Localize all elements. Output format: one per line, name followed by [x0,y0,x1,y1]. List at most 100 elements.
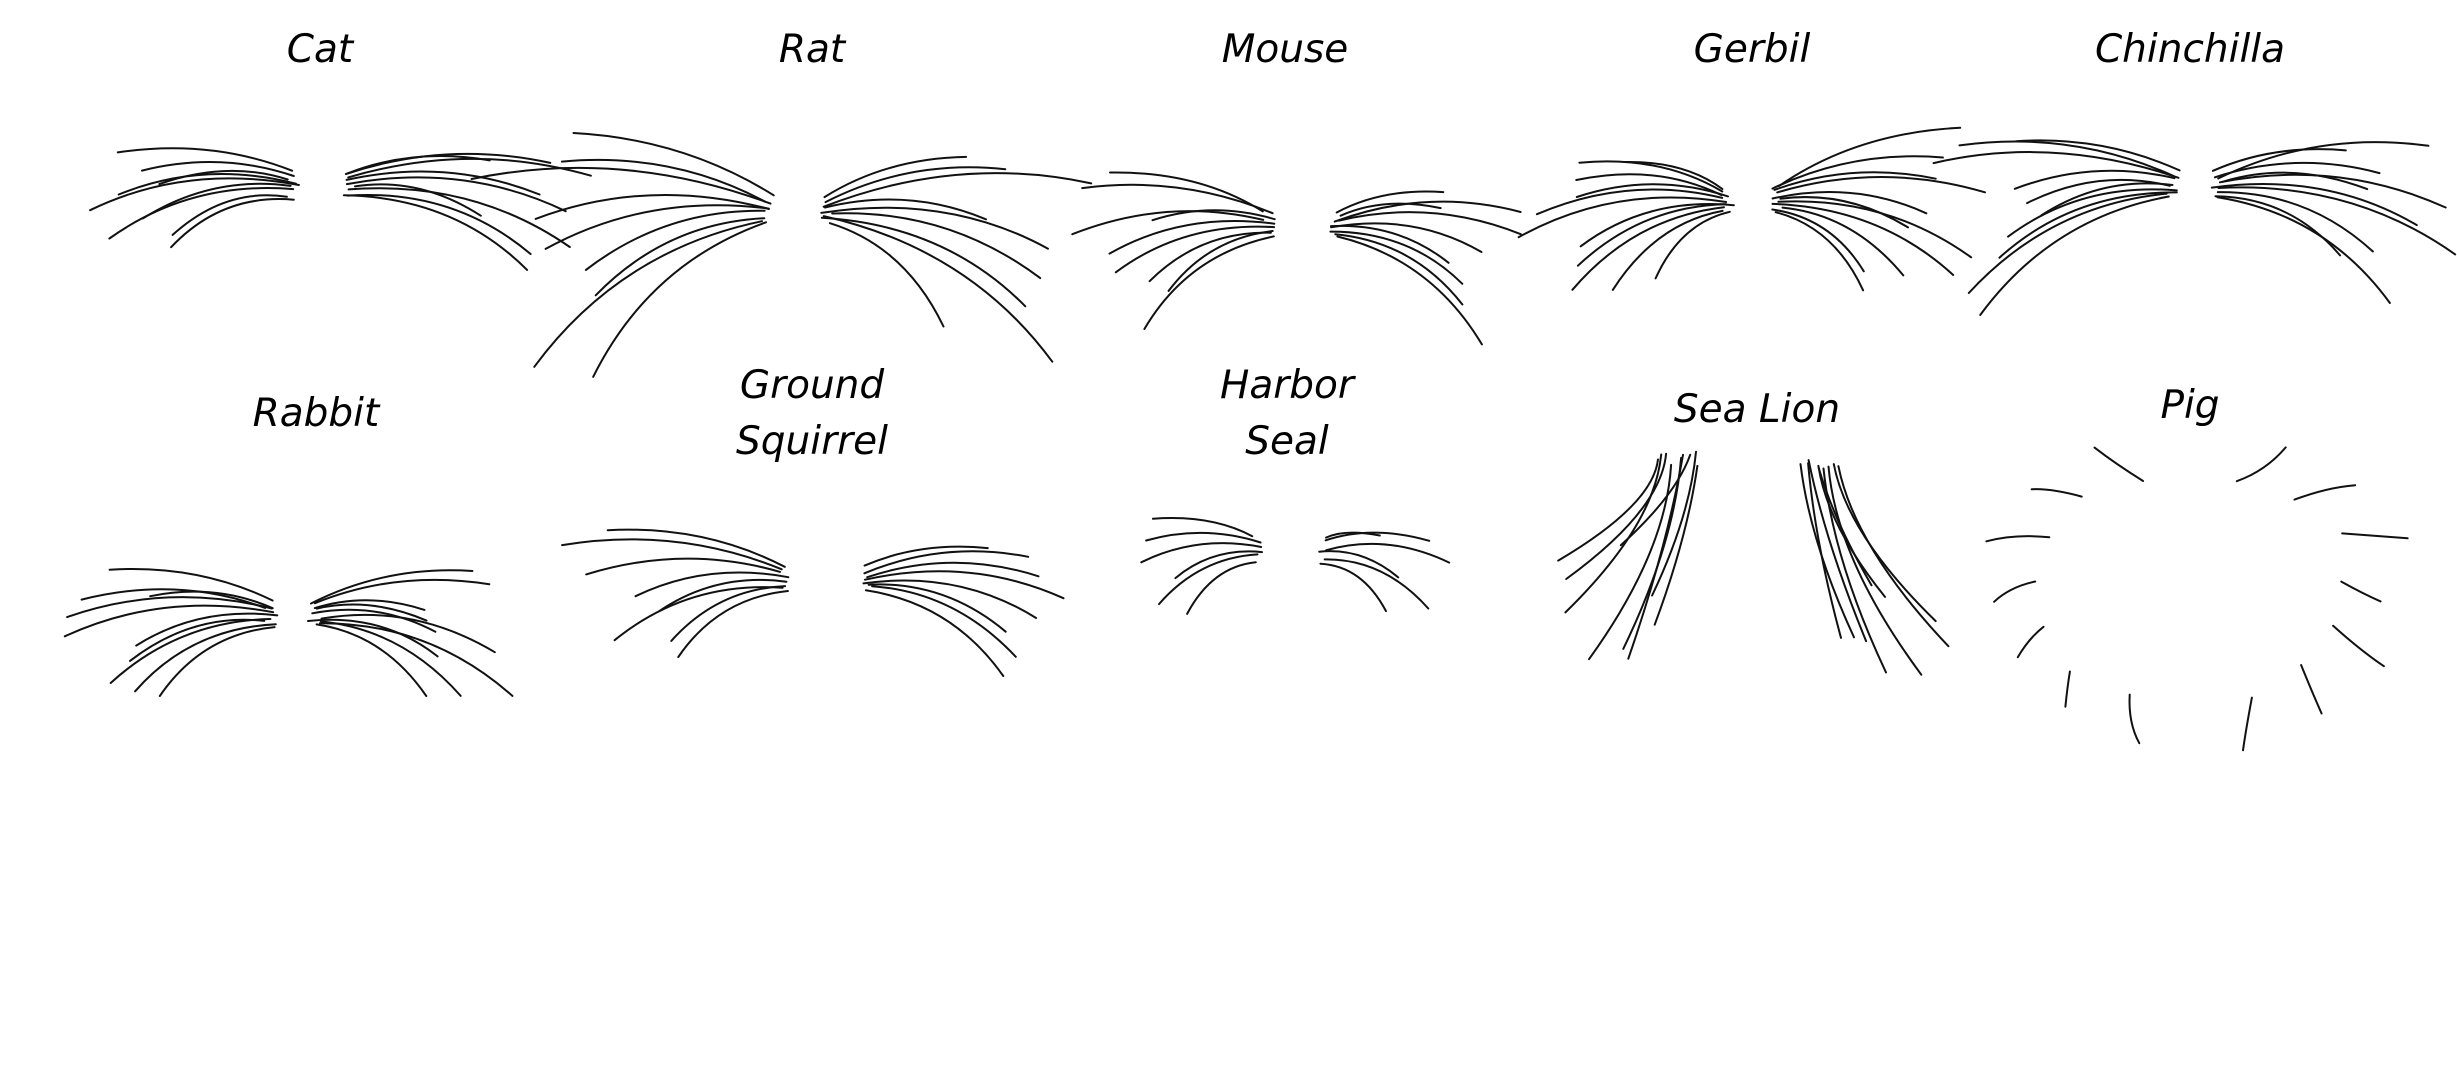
whisker [1557,458,1659,562]
whisker [345,176,567,213]
whisker [1985,535,2051,543]
whisker [1158,553,1259,606]
whisker [820,216,1027,308]
whisker [149,590,274,610]
panel-mouse: Mouse [1071,27,1522,346]
whisker [1998,191,2178,259]
whisker [2013,169,2176,190]
whisker-array-right [862,545,1065,677]
whisker [1319,562,1387,613]
whisker [1651,450,1697,597]
whisker [1622,456,1683,650]
whisker [823,155,968,199]
whisker [1329,230,1464,285]
whisker [1336,235,1483,346]
whisker [1325,531,1381,539]
whisker [1174,550,1263,580]
whisker [572,132,775,197]
whisker [315,603,428,622]
whisker-array-left [561,528,790,658]
whisker [1333,200,1522,223]
panel-label-mouse: Mouse [1222,27,1349,72]
whisker [63,604,275,638]
whisker [1323,558,1430,610]
whisker [313,578,491,605]
whisker [2064,670,2071,708]
panel-label-rabbit: Rabbit [253,391,381,436]
whisker [862,579,1038,619]
whisker [1565,452,1668,580]
panel-label-ground-squirrel-line-1: Ground [740,363,885,408]
whisker-array-right [1799,459,1950,676]
whisker-array-left [1071,171,1276,330]
whisker [1773,171,1937,191]
whisker [1958,140,2175,177]
whisker [116,147,294,172]
whisker [1776,176,1986,194]
whisker [1807,459,1868,643]
whisker [2030,488,2083,498]
whisker [2235,446,2287,483]
whisker [1145,531,1262,544]
whisker [1799,463,1855,639]
whisker [1588,463,1673,661]
whisker [2210,183,2418,227]
whisker [80,588,267,609]
whisker [158,626,276,697]
panel-ground-squirrel: Ground Squirrel [561,363,1065,677]
whisker [1779,196,1909,229]
whisker [1167,230,1274,292]
whisker [2217,186,2457,256]
whisker [1771,191,1928,215]
whisker [1781,206,1905,277]
whisker [170,198,295,249]
whisker [141,161,295,177]
whisker [1654,210,1731,280]
whisker [346,194,532,255]
whisker [2293,484,2357,501]
whisker [1576,203,1727,267]
whisker [585,557,782,576]
whisker-array-right [307,569,514,697]
whisker [1186,561,1257,615]
whisker [1081,183,1274,215]
whisker [318,622,514,697]
whisker [2341,532,2409,540]
whisker [1339,202,1442,217]
whisker [1151,516,1254,538]
whisker [347,187,571,248]
whisker [354,183,482,217]
whisker [1140,542,1263,564]
whisker [1619,453,1692,547]
whisker [158,169,289,186]
whisker [2016,625,2045,659]
whisker [313,599,426,611]
whisker [560,158,767,203]
whisker [1822,467,1887,674]
whisker [2216,196,2391,304]
whisker [1324,531,1431,542]
whisker [871,585,1017,658]
whisker [1108,219,1276,255]
whisker [1517,196,1728,239]
whisker-array-left [1140,516,1263,615]
whisker [1325,542,1451,564]
whisker [171,194,288,236]
panel-label-pig: Pig [2160,383,2219,428]
whisker [1571,206,1725,291]
whisker [1564,453,1663,614]
whisker [2332,624,2385,668]
panel-chinchilla: Chinchilla [1932,27,2457,316]
whisker [867,583,1007,633]
whisker [820,206,1049,250]
whisker [2213,161,2381,179]
whisker [2093,446,2145,482]
panel-label-ground-squirrel-line-2: Squirrel [736,419,888,464]
panel-label-gerbil: Gerbil [1694,27,1811,72]
whisker [634,571,790,598]
whisker [1979,195,2170,316]
whisker [1771,208,1865,273]
whisker [1330,222,1483,253]
whisker-array-right [2235,446,2409,752]
